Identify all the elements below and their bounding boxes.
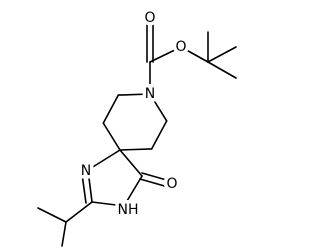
bond [102, 122, 121, 151]
bond [149, 46, 182, 63]
bond [207, 61, 237, 79]
bond [117, 93, 151, 96]
bond [87, 149, 121, 171]
molecule: O O N N O NH [37, 7, 237, 247]
atom-label: N [145, 86, 155, 102]
bond [91, 201, 125, 207]
bond [119, 148, 153, 151]
atom-label: O [144, 10, 155, 26]
bond [61, 221, 67, 247]
bond [150, 120, 168, 150]
bond [207, 46, 237, 63]
atom-label: N [81, 163, 91, 179]
atom-label: O [175, 39, 186, 55]
atom-label: O [166, 176, 177, 192]
bond [102, 94, 120, 124]
bond [65, 201, 93, 223]
bond [87, 169, 93, 203]
bond [37, 207, 67, 223]
bonds [37, 21, 237, 247]
bond [123, 175, 143, 207]
double-bond [81, 173, 87, 204]
bond [180, 46, 209, 63]
double-bond [141, 172, 171, 182]
bond [119, 149, 143, 177]
atom-labels: O O N N O NH [77, 7, 190, 222]
double-bond [139, 178, 169, 188]
atom-label: NH [118, 202, 139, 218]
bond [149, 93, 168, 122]
